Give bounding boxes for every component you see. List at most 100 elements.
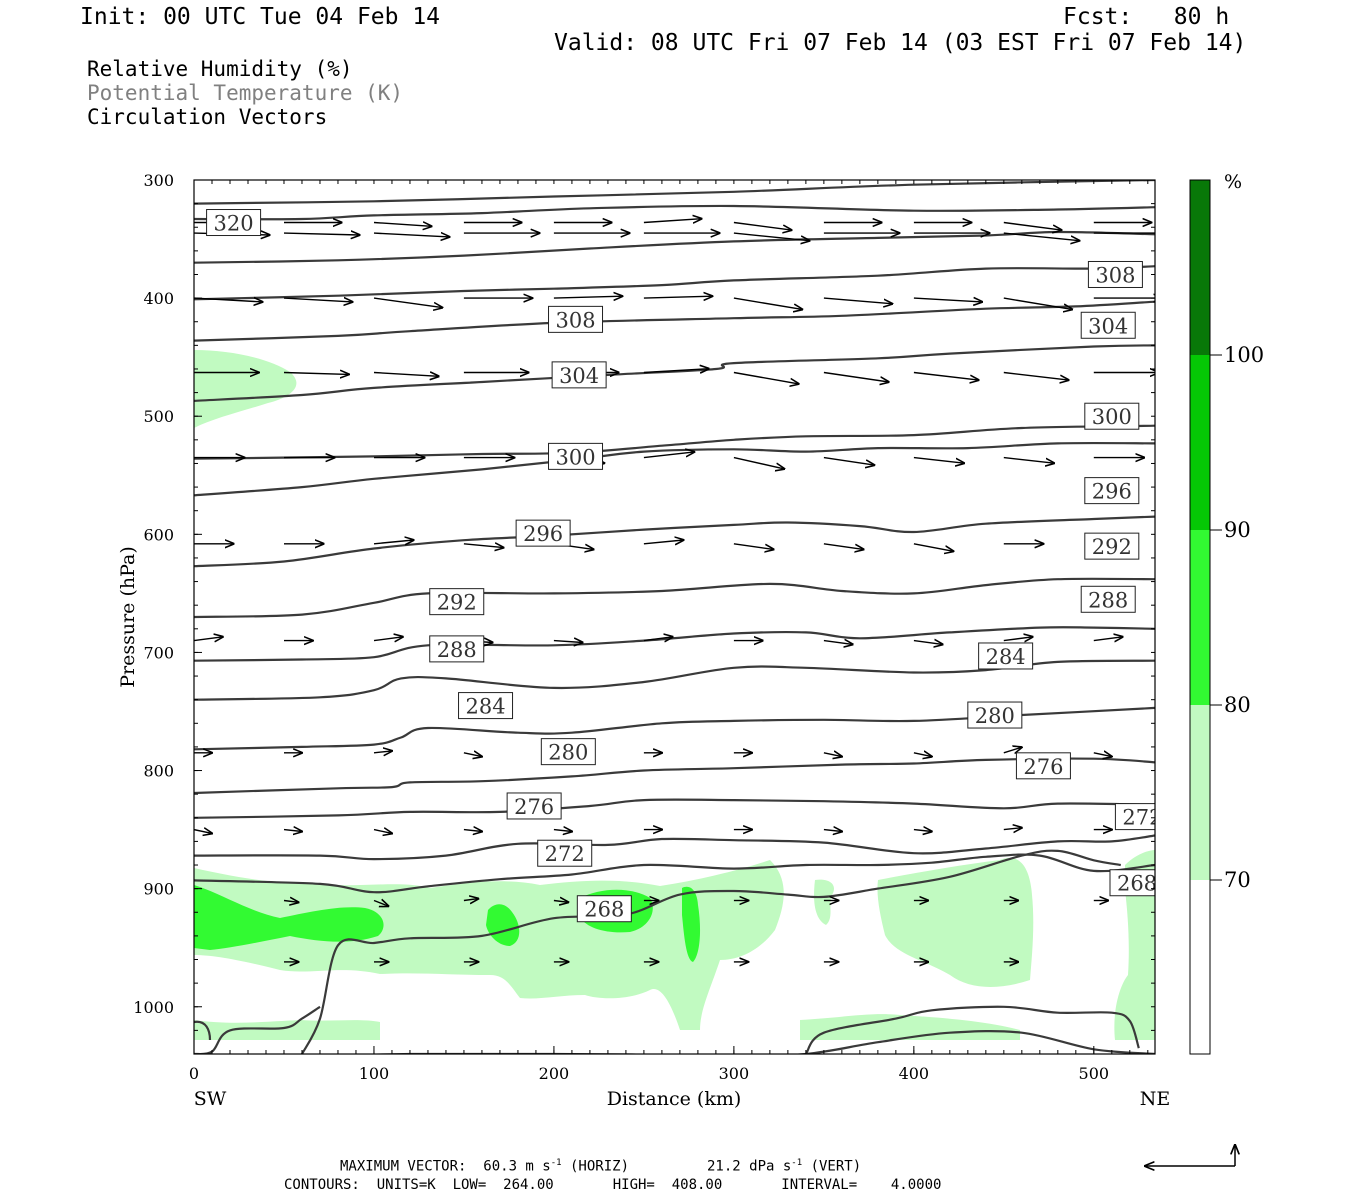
colorbar-below xyxy=(1190,880,1210,1054)
circulation-vector xyxy=(373,830,392,834)
vert-label: (VERT) xyxy=(802,1158,862,1175)
legend-theta: Potential Temperature (K) xyxy=(87,81,404,105)
x-axis-left-end: SW xyxy=(194,1088,227,1110)
circulation-vector xyxy=(1003,637,1033,641)
circulation-vector xyxy=(283,901,298,903)
circulation-vector xyxy=(194,298,262,302)
theta-label-box xyxy=(548,442,604,470)
theta-contour-line xyxy=(194,626,1155,662)
circulation-vector xyxy=(823,371,889,383)
horiz-label: (HORIZ) xyxy=(561,1158,629,1175)
theta-label: 300 xyxy=(1092,405,1132,429)
circulation-vector xyxy=(733,297,802,309)
circulation-vector xyxy=(373,297,442,308)
circulation-vector xyxy=(823,641,853,645)
x-tick-label: 0 xyxy=(189,1064,199,1083)
theta-contour-line xyxy=(357,1029,1155,1054)
theta-label: 272 xyxy=(545,842,585,866)
theta-label-box xyxy=(978,642,1034,670)
colorbar-80 xyxy=(1190,530,1210,705)
y-tick-label: 500 xyxy=(143,407,174,426)
rh-70-region-upper-left xyxy=(194,350,297,428)
max-vector-line: MAXIMUM VECTOR: 60.3 m s-1 (HORIZ) 21.2 d… xyxy=(340,1158,861,1175)
theta-label-box xyxy=(1109,869,1155,897)
theta-contour-line xyxy=(194,180,1155,205)
theta-label: 308 xyxy=(555,308,595,332)
colorbar-frame xyxy=(1189,179,1211,1055)
theta-label-box xyxy=(540,738,596,766)
theta-label-box xyxy=(1084,477,1140,505)
legend-vectors: Circulation Vectors xyxy=(87,105,328,129)
theta-label-box xyxy=(1015,752,1071,780)
circulation-vector xyxy=(823,456,874,466)
circulation-vector xyxy=(733,371,799,384)
theta-label: 280 xyxy=(548,741,588,765)
circulation-vector xyxy=(1003,297,1072,309)
x-tick-label: 100 xyxy=(359,1064,390,1083)
theta-contour-line xyxy=(804,1005,1140,1054)
colorbar-unit: % xyxy=(1224,171,1242,193)
circulation-vector xyxy=(913,753,932,757)
circulation-vector xyxy=(823,830,842,832)
circulation-vector xyxy=(373,373,439,377)
circulation-vector xyxy=(913,298,982,302)
legend-rh: Relative Humidity (%) xyxy=(87,57,353,81)
theta-contour-line xyxy=(194,424,1155,460)
theta-label: 304 xyxy=(559,364,599,388)
theta-label-box xyxy=(1080,311,1136,339)
theta-label-box xyxy=(1087,260,1143,288)
circulation-vector xyxy=(283,830,302,832)
x-axis-right-end: NE xyxy=(1140,1088,1171,1110)
theta-contour-labels: 320 308 308 304 304 300 300 296 296 292 292 288 288 2… xyxy=(206,209,1157,923)
circulation-vector xyxy=(373,233,450,237)
colorbar-label-100: 100 xyxy=(1224,343,1264,367)
theta-label: 268 xyxy=(584,898,624,922)
colorbar-70 xyxy=(1190,705,1210,880)
vert-unit-exponent: -1 xyxy=(791,1158,803,1168)
circulation-vector xyxy=(643,540,684,544)
theta-label-box xyxy=(1084,402,1140,430)
theta-label: 320 xyxy=(214,212,254,236)
circulation-vector xyxy=(733,543,774,550)
plot-area: 320 308 308 304 304 300 300 296 296 292 292 288 288 2… xyxy=(194,180,1157,1054)
circulation-vector xyxy=(1003,221,1062,231)
y-tick-label: 700 xyxy=(143,643,174,662)
y-tick-label: 400 xyxy=(143,289,174,308)
theta-contour-line xyxy=(194,300,1155,342)
x-tick-label: 400 xyxy=(899,1064,930,1083)
vert-text: 21.2 dPa s xyxy=(707,1158,792,1175)
forecast-hour: Fcst: 80 h xyxy=(1063,4,1230,30)
theta-contour-line xyxy=(194,577,1155,619)
theta-label-box xyxy=(548,305,604,333)
theta-label: 268 xyxy=(1117,872,1157,896)
circulation-vector xyxy=(373,901,388,907)
circulation-vector xyxy=(553,296,622,298)
circulation-vector xyxy=(913,456,964,464)
colorbar-100 xyxy=(1190,180,1210,355)
rh-70-region-far-right xyxy=(1114,850,1155,1040)
theta-contour-line xyxy=(194,204,1155,221)
contours-info: CONTOURS: UNITS=K LOW= 264.00 HIGH= 408.… xyxy=(284,1177,942,1193)
circulation-vector xyxy=(733,456,784,469)
theta-label: 292 xyxy=(1092,535,1132,559)
theta-label-box xyxy=(515,519,571,547)
theta-label-box xyxy=(506,792,562,820)
circulation-vector xyxy=(1093,753,1112,757)
rh-70-region-right xyxy=(877,857,1034,987)
theta-contours xyxy=(194,180,1155,1054)
circulation-vector xyxy=(1003,232,1080,241)
theta-contour-line xyxy=(194,659,1155,701)
circulation-vector xyxy=(823,297,892,304)
theta-label: 288 xyxy=(1088,588,1128,612)
circulation-vector xyxy=(194,830,212,834)
theta-contour-line xyxy=(194,230,1155,264)
theta-label-box xyxy=(1080,585,1136,613)
theta-label: 300 xyxy=(555,445,595,469)
circulation-vector xyxy=(913,371,979,381)
rh-70-region-surface-right xyxy=(800,1014,1020,1040)
plot-frame xyxy=(193,179,1156,1055)
rh-80-region-left xyxy=(194,885,384,950)
x-tick-label: 200 xyxy=(539,1064,570,1083)
theta-label-box xyxy=(576,895,632,923)
circulation-vector xyxy=(373,540,414,544)
